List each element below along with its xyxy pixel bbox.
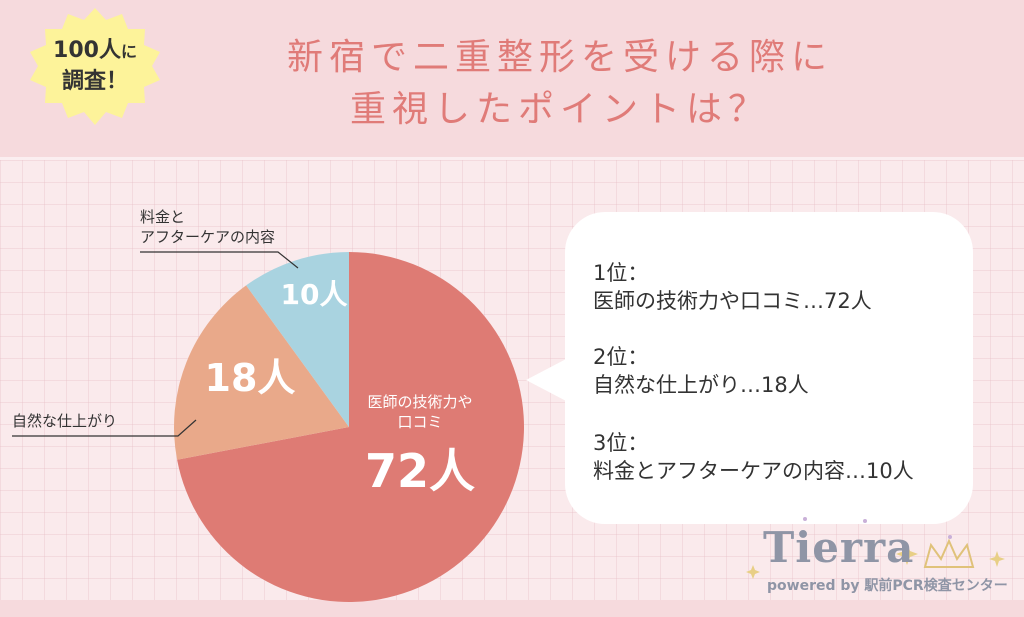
logo-wordmark: Tierra [763,523,915,572]
rank-1-label: 1位： [593,261,649,285]
header-divider [0,157,1024,160]
slice-2-outside-label: 自然な仕上がり [12,412,117,430]
callout-tail [526,358,568,402]
survey-badge: 100人に 調査！ [20,36,170,97]
badge-burst-icon [30,8,160,125]
badge-particle: に [120,42,137,61]
rank-1-text: 医師の技術力や口コミ…72人 [593,289,872,313]
ranking-callout [565,212,973,524]
slice-2-leader-line [12,419,197,437]
badge-count: 100人 [53,38,121,63]
slice-3-outside-label-line-2: アフターケアの内容 [140,228,275,246]
title-line-1: 新宿で二重整形を受ける際に [286,37,833,78]
slice-3-leader-line [140,251,299,269]
slice-3-outside-label-line-1: 料金と [140,208,185,226]
slice-1-label-line-1: 医師の技術力や [367,393,472,411]
slice-1-value-label: 72人 [365,444,475,498]
pie-slice-2 [174,285,349,460]
badge-survey-label: 調査！ [61,69,128,94]
slice-2-value-label: 18人 [205,356,296,400]
slice-3-value-label: 10人 [281,278,348,311]
rank-2-text: 自然な仕上がり…18人 [593,373,809,397]
logo: Tierra powered by 駅前PCR検査センター [745,515,1015,600]
rank-2-label: 2位： [593,345,649,369]
footer-band [0,600,1024,617]
slice-1-label-line-2: 口コミ [397,413,442,431]
logo-tagline: powered by 駅前PCR検査センター [767,578,1008,594]
pie-slice-1 [177,252,524,603]
page-title: 新宿で二重整形を受ける際に 重視したポイントは？ [160,32,960,136]
rank-3-text: 料金とアフターケアの内容…10人 [593,459,914,483]
pie-slice-3 [246,252,349,427]
header-band [0,0,1024,158]
rank-3-label: 3位： [593,431,649,455]
sparkle-icon [746,517,1005,579]
title-line-2: 重視したポイントは？ [349,89,770,130]
